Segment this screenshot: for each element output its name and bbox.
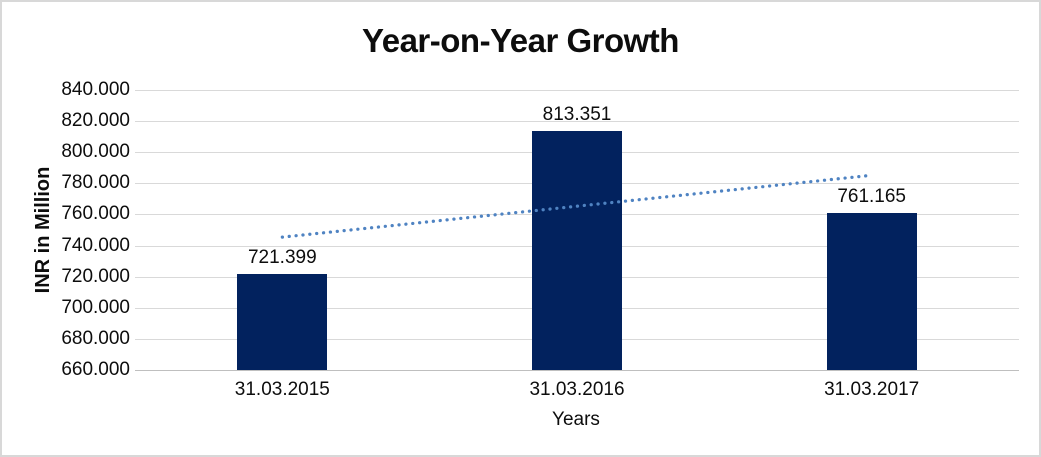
x-axis-title: Years [552,409,600,430]
chart-title: Year-on-Year Growth [362,22,679,59]
y-tick-label: 740.000 [61,235,130,256]
y-tick-label: 700.000 [61,297,130,318]
y-tick-label: 780.000 [61,172,130,193]
bar [826,212,917,370]
x-tick-label: 31.03.2015 [234,379,330,400]
y-tick-label: 800.000 [61,141,130,162]
y-tick-label: 820.000 [61,110,130,131]
y-tick-label: 720.000 [61,266,130,287]
bar-value-label: 813.351 [542,104,612,126]
y-tick-label: 840.000 [61,79,130,100]
bar [532,131,622,370]
bar [237,274,328,370]
x-axis-line [135,370,1019,371]
y-tick-label: 760.000 [61,203,130,224]
y-axis-title: INR in Million [32,166,54,294]
gridline [135,90,1019,91]
gridline [135,121,1019,122]
bar-value-label: 721.399 [247,247,317,269]
trendline-layer [280,173,874,239]
y-tick-label: 660.000 [61,359,130,380]
y-tick-label: 680.000 [61,328,130,349]
x-tick-label: 31.03.2016 [529,379,625,400]
trendline [280,173,874,239]
bar-value-label: 761.165 [837,185,906,207]
x-tick-label: 31.03.2017 [824,379,920,400]
